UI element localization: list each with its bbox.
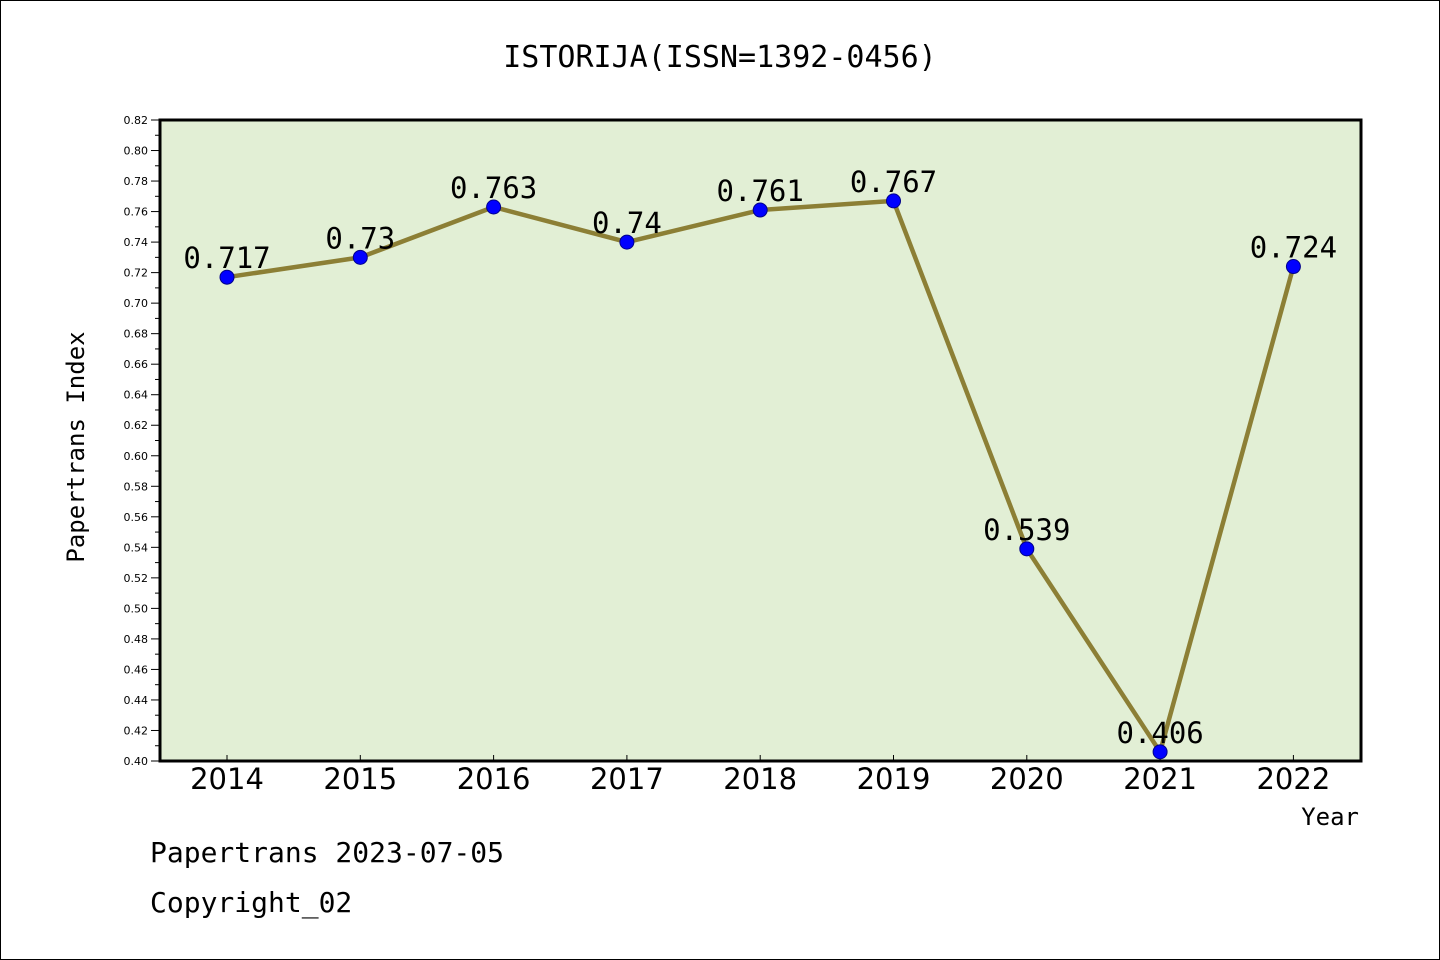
data-label: 0.761 bbox=[717, 174, 804, 208]
y-tick-label: 0.52 bbox=[124, 572, 149, 585]
data-label: 0.73 bbox=[325, 221, 395, 255]
data-points bbox=[219, 193, 1301, 760]
x-tick-label: 2017 bbox=[590, 762, 664, 796]
y-tick-label: 0.58 bbox=[124, 480, 149, 493]
y-tick-label: 0.40 bbox=[124, 755, 149, 768]
x-tick-label: 2020 bbox=[990, 762, 1064, 796]
y-axis-label: Papertrans Index bbox=[62, 331, 90, 562]
y-tick-label: 0.68 bbox=[124, 328, 149, 341]
data-labels: 0.717 0.73 0.763 0.74 0.761 0.767 0.539 0.406 0.… bbox=[183, 165, 1337, 750]
data-point bbox=[886, 193, 901, 209]
y-tick-label: 0.82 bbox=[124, 114, 149, 127]
y-axis: 0.40 0.42 0.44 0.46 0.48 0.50 0.52 0.54 0.56 0.58… bbox=[124, 114, 160, 768]
y-tick-label: 0.50 bbox=[124, 602, 149, 615]
chart-title: ISTORIJA(ISSN=1392-0456) bbox=[503, 40, 936, 75]
data-label: 0.767 bbox=[850, 165, 937, 199]
y-tick-label: 0.54 bbox=[124, 541, 149, 554]
data-point bbox=[1285, 259, 1301, 275]
x-tick-label: 2021 bbox=[1123, 762, 1197, 796]
x-tick-label: 2016 bbox=[457, 762, 531, 796]
x-tick-label: 2015 bbox=[323, 762, 397, 796]
y-tick-label: 0.66 bbox=[124, 358, 149, 371]
y-tick-label: 0.56 bbox=[124, 511, 149, 524]
data-label: 0.74 bbox=[592, 206, 662, 240]
data-label: 0.717 bbox=[183, 241, 270, 275]
footer-date: Papertrans 2023-07-05 bbox=[150, 836, 505, 869]
y-tick-label: 0.62 bbox=[124, 419, 149, 432]
data-label: 0.539 bbox=[983, 513, 1070, 547]
y-tick-label: 0.42 bbox=[124, 724, 149, 737]
x-tick-label: 2018 bbox=[723, 762, 797, 796]
data-point bbox=[752, 202, 768, 218]
data-label: 0.724 bbox=[1250, 231, 1337, 265]
y-tick-label: 0.80 bbox=[124, 145, 149, 158]
x-tick-label: 2022 bbox=[1256, 762, 1330, 796]
y-tick-label: 0.78 bbox=[124, 175, 149, 188]
data-point bbox=[486, 199, 502, 215]
footer-copyright: Copyright_02 bbox=[150, 886, 353, 919]
data-label: 0.406 bbox=[1116, 716, 1203, 750]
y-tick-label: 0.72 bbox=[124, 267, 149, 280]
y-tick-label: 0.48 bbox=[124, 633, 149, 646]
plot-area bbox=[158, 118, 1363, 763]
y-tick-label: 0.64 bbox=[124, 389, 149, 402]
x-tick-label: 2014 bbox=[190, 762, 264, 796]
data-label: 0.763 bbox=[450, 171, 537, 205]
x-axis-label: Year bbox=[1301, 803, 1359, 831]
data-point bbox=[619, 234, 635, 250]
data-point bbox=[219, 269, 235, 285]
x-axis: 2014 2015 2016 2017 2018 2019 2020 2021 2022 bbox=[190, 755, 1330, 796]
y-tick-label: 0.44 bbox=[124, 694, 149, 707]
data-point bbox=[352, 249, 368, 265]
y-tick-label: 0.70 bbox=[124, 297, 149, 310]
y-tick-label: 0.60 bbox=[124, 450, 149, 463]
x-tick-label: 2019 bbox=[857, 762, 931, 796]
data-point bbox=[1152, 744, 1168, 760]
y-tick-label: 0.74 bbox=[124, 236, 149, 249]
y-tick-label: 0.46 bbox=[124, 663, 149, 676]
y-tick-label: 0.76 bbox=[124, 206, 149, 219]
data-point bbox=[1019, 541, 1035, 557]
